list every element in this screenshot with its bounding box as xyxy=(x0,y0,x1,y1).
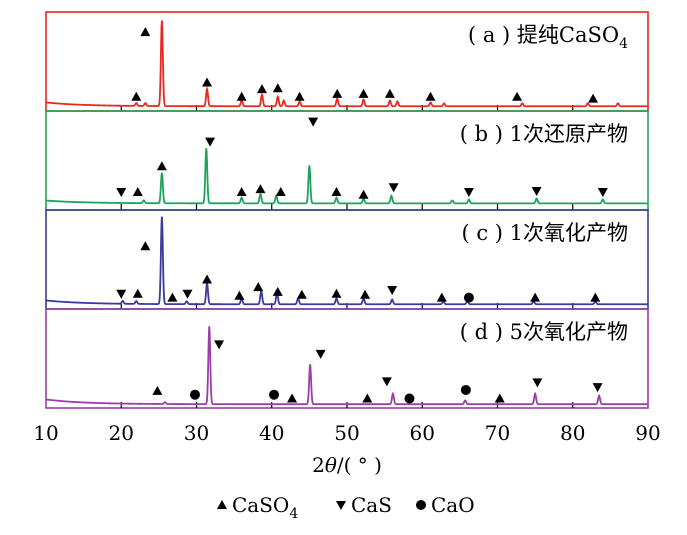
legend-symbol-circle xyxy=(416,500,426,510)
phase-marker-up xyxy=(234,290,245,300)
phase-marker-up xyxy=(236,91,247,101)
phase-marker-up xyxy=(152,385,163,395)
x-tick-label: 20 xyxy=(109,421,134,445)
panel-c: ( c ) 1次氧化产物 xyxy=(45,209,649,310)
x-label-unit: /( ° ) xyxy=(337,453,382,477)
legend-label: CaSO4 xyxy=(232,493,298,522)
phase-marker-up xyxy=(202,77,213,87)
phase-marker-up xyxy=(331,288,342,298)
x-tick-label: 90 xyxy=(635,421,660,445)
phase-marker-up xyxy=(253,282,264,292)
phase-marker-up xyxy=(236,186,247,196)
phase-marker-up xyxy=(255,184,266,194)
phase-marker-up xyxy=(332,88,343,98)
x-tick-label: 80 xyxy=(560,421,585,445)
series-line-a xyxy=(45,20,648,108)
phase-marker-up xyxy=(156,161,167,171)
phase-marker-up xyxy=(167,292,178,302)
phase-marker-down xyxy=(308,117,319,127)
phase-marker-up xyxy=(384,88,395,98)
phase-marker-down xyxy=(531,187,542,196)
phase-marker-up xyxy=(202,274,213,284)
phase-marker-up xyxy=(358,189,369,199)
series-line-b xyxy=(45,148,648,205)
panel-a: ( a ) 提纯CaSO4 xyxy=(45,11,649,112)
phase-marker-up xyxy=(588,93,599,103)
phase-marker-up xyxy=(132,288,143,298)
x-axis: 10 20 30 40 50 60 70 80 90 xyxy=(33,421,660,445)
phase-marker-up xyxy=(272,286,283,296)
legend-symbol-triangle-up xyxy=(217,500,227,509)
x-tick-label: 60 xyxy=(410,421,435,445)
phase-marker-down xyxy=(182,289,193,299)
phase-marker-up xyxy=(494,393,505,403)
phase-marker-up xyxy=(275,186,286,196)
phase-marker-circle xyxy=(269,389,280,400)
x-axis-label: 2θ/( ° ) xyxy=(312,453,382,477)
legend-label: CaS xyxy=(351,493,392,517)
legend: CaSO4 CaS CaO xyxy=(217,493,475,522)
panel-label-c: ( c ) 1次氧化产物 xyxy=(461,221,628,245)
phase-marker-up xyxy=(140,27,151,37)
phase-marker-down xyxy=(592,383,603,393)
phase-marker-up xyxy=(140,241,151,251)
panel-label-d: ( d ) 5次氧化产物 xyxy=(460,320,628,344)
legend-label: CaO xyxy=(431,493,475,517)
phase-marker-down xyxy=(381,377,392,387)
phase-marker-down xyxy=(388,183,399,193)
phase-marker-up xyxy=(131,91,142,101)
phase-marker-down xyxy=(205,137,216,147)
phase-marker-up xyxy=(272,83,283,93)
phase-marker-up xyxy=(362,393,373,403)
phase-marker-up xyxy=(425,91,436,101)
x-tick-label: 30 xyxy=(184,421,209,445)
panel-b: ( b ) 1次还原产物 xyxy=(45,110,649,211)
phase-marker-up xyxy=(358,88,369,98)
phase-marker-up xyxy=(296,289,307,299)
legend-symbol-triangle-down xyxy=(336,501,346,510)
phase-marker-up xyxy=(331,186,342,196)
phase-marker-down xyxy=(116,289,127,299)
phase-marker-down xyxy=(387,286,398,295)
panel-d: ( d ) 5次氧化产物 xyxy=(45,308,649,409)
phase-marker-down xyxy=(597,187,608,197)
phase-marker-down xyxy=(315,349,326,359)
x-tick-label: 70 xyxy=(485,421,510,445)
chart-panels: ( a ) 提纯CaSO4 ( b ) 1次还原产物 ( c ) 1次氧化产物 ( d… xyxy=(45,11,649,409)
phase-marker-down xyxy=(116,187,127,197)
phase-marker-up xyxy=(294,91,305,101)
x-tick-label: 40 xyxy=(259,421,284,445)
phase-marker-up xyxy=(436,292,447,302)
phase-marker-circle xyxy=(404,393,415,404)
phase-marker-down xyxy=(463,187,474,197)
phase-marker-up xyxy=(590,292,601,302)
phase-marker-up xyxy=(132,186,143,196)
phase-marker-down xyxy=(214,340,225,350)
phase-marker-circle xyxy=(463,292,474,303)
panel-label-a: ( a ) 提纯CaSO4 xyxy=(468,23,628,52)
phase-marker-up xyxy=(287,393,298,403)
phase-marker-circle xyxy=(460,384,471,395)
phase-marker-up xyxy=(512,91,523,101)
panel-label-b: ( b ) 1次还原产物 xyxy=(460,122,628,146)
phase-marker-up xyxy=(360,289,371,299)
x-label-theta: θ xyxy=(325,453,337,477)
x-tick-label: 10 xyxy=(33,421,58,445)
phase-marker-circle xyxy=(189,389,200,400)
phase-marker-up xyxy=(256,84,267,94)
x-tick-label: 50 xyxy=(334,421,359,445)
phase-marker-up xyxy=(530,292,541,302)
phase-marker-down xyxy=(532,378,543,388)
x-label-2: 2 xyxy=(312,453,325,477)
series-line-d xyxy=(45,326,648,406)
series-line-c xyxy=(45,216,648,306)
